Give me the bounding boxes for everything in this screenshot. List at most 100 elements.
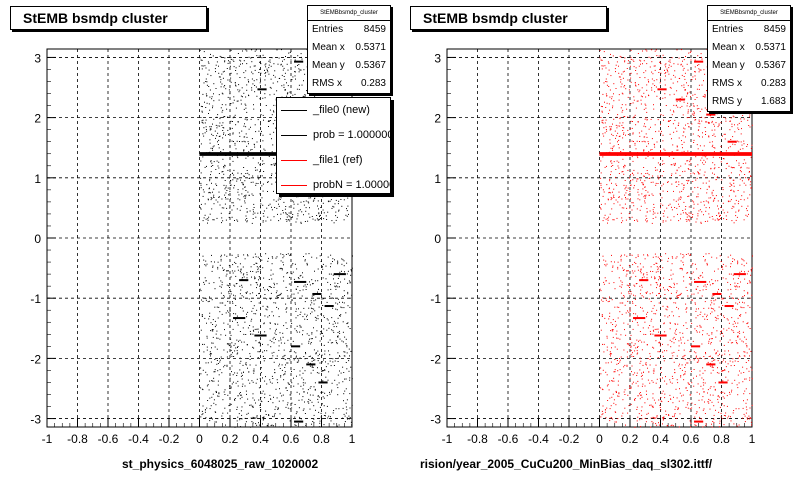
scatter-point	[229, 184, 231, 186]
scatter-point	[734, 379, 736, 381]
scatter-point	[259, 341, 261, 343]
scatter-point	[331, 317, 333, 319]
scatter-point	[295, 308, 297, 310]
scatter-point	[694, 187, 696, 189]
scatter-point	[263, 360, 265, 362]
scatter-point	[337, 260, 339, 262]
scatter-point	[675, 104, 677, 106]
scatter-point	[340, 94, 342, 96]
scatter-point	[203, 217, 205, 219]
scatter-point	[736, 384, 738, 386]
scatter-point	[303, 256, 304, 257]
scatter-point	[277, 408, 279, 410]
scatter-point	[718, 208, 719, 210]
scatter-point	[237, 266, 239, 268]
scatter-point	[312, 218, 314, 220]
scatter-point	[743, 400, 744, 402]
scatter-point	[599, 288, 601, 290]
scatter-point	[683, 67, 685, 69]
scatter-point	[287, 339, 289, 341]
scatter-point	[294, 75, 296, 77]
scatter-point	[678, 365, 680, 367]
scatter-point	[279, 294, 281, 296]
scatter-point	[634, 426, 636, 428]
scatter-point	[259, 164, 261, 166]
scatter-point	[227, 300, 229, 302]
scatter-point	[343, 393, 345, 395]
scatter-point	[611, 299, 613, 301]
scatter-point	[300, 418, 302, 420]
scatter-point	[251, 49, 253, 51]
scatter-point	[228, 291, 229, 293]
scatter-point	[729, 120, 731, 122]
scatter-point	[259, 404, 261, 406]
scatter-point	[610, 352, 611, 354]
scatter-point	[325, 215, 327, 217]
scatter-point	[733, 179, 735, 181]
scatter-point	[200, 373, 202, 375]
scatter-point	[243, 140, 245, 142]
scatter-point	[203, 135, 205, 137]
scatter-point	[636, 409, 638, 410]
scatter-point	[706, 121, 708, 123]
scatter-point	[262, 351, 264, 353]
scatter-point	[630, 338, 632, 340]
scatter-point	[305, 210, 307, 212]
scatter-point	[303, 69, 305, 71]
scatter-point	[707, 361, 709, 363]
scatter-point	[268, 64, 270, 66]
scatter-point	[282, 336, 284, 338]
scatter-point	[256, 294, 257, 296]
scatter-point	[267, 216, 269, 218]
scatter-point	[711, 311, 713, 313]
scatter-point	[708, 213, 710, 215]
scatter-point	[222, 158, 224, 160]
y-tick-label: 1	[34, 172, 41, 186]
scatter-point	[287, 196, 289, 197]
scatter-point	[222, 220, 224, 222]
scatter-point	[226, 108, 228, 110]
scatter-point	[245, 96, 247, 98]
scatter-point	[261, 197, 263, 199]
x-tick-label: 0.2	[222, 432, 239, 446]
scatter-point	[716, 372, 718, 374]
scatter-point	[723, 133, 725, 135]
scatter-point	[349, 328, 351, 329]
scatter-point	[706, 188, 708, 190]
scatter-point	[616, 337, 618, 339]
scatter-point	[612, 165, 614, 166]
scatter-point	[674, 162, 676, 164]
scatter-point	[682, 394, 684, 396]
scatter-point	[341, 270, 342, 272]
scatter-point	[282, 332, 284, 334]
scatter-point	[330, 199, 332, 201]
scatter-point	[291, 299, 293, 301]
scatter-point	[748, 213, 749, 215]
scatter-point	[305, 200, 307, 202]
scatter-point	[337, 298, 339, 300]
scatter-point	[217, 125, 219, 127]
scatter-point	[600, 203, 602, 205]
scatter-point	[251, 138, 253, 140]
scatter-point	[605, 78, 607, 80]
scatter-point	[652, 416, 654, 418]
scatter-point	[614, 359, 616, 360]
scatter-point	[612, 393, 614, 395]
scatter-point	[695, 352, 697, 354]
scatter-point	[330, 293, 332, 295]
scatter-point	[718, 219, 720, 221]
scatter-point	[633, 96, 635, 98]
scatter-point	[283, 86, 285, 88]
scatter-point	[682, 261, 684, 263]
scatter-point	[200, 187, 202, 189]
scatter-point	[211, 182, 212, 184]
scatter-point	[246, 413, 248, 415]
scatter-point	[225, 197, 226, 198]
scatter-point	[349, 407, 351, 409]
scatter-point	[339, 271, 341, 273]
scatter-point	[239, 141, 240, 142]
scatter-point	[665, 72, 667, 73]
scatter-point	[345, 312, 347, 314]
scatter-point	[260, 409, 262, 411]
scatter-point	[260, 367, 262, 369]
